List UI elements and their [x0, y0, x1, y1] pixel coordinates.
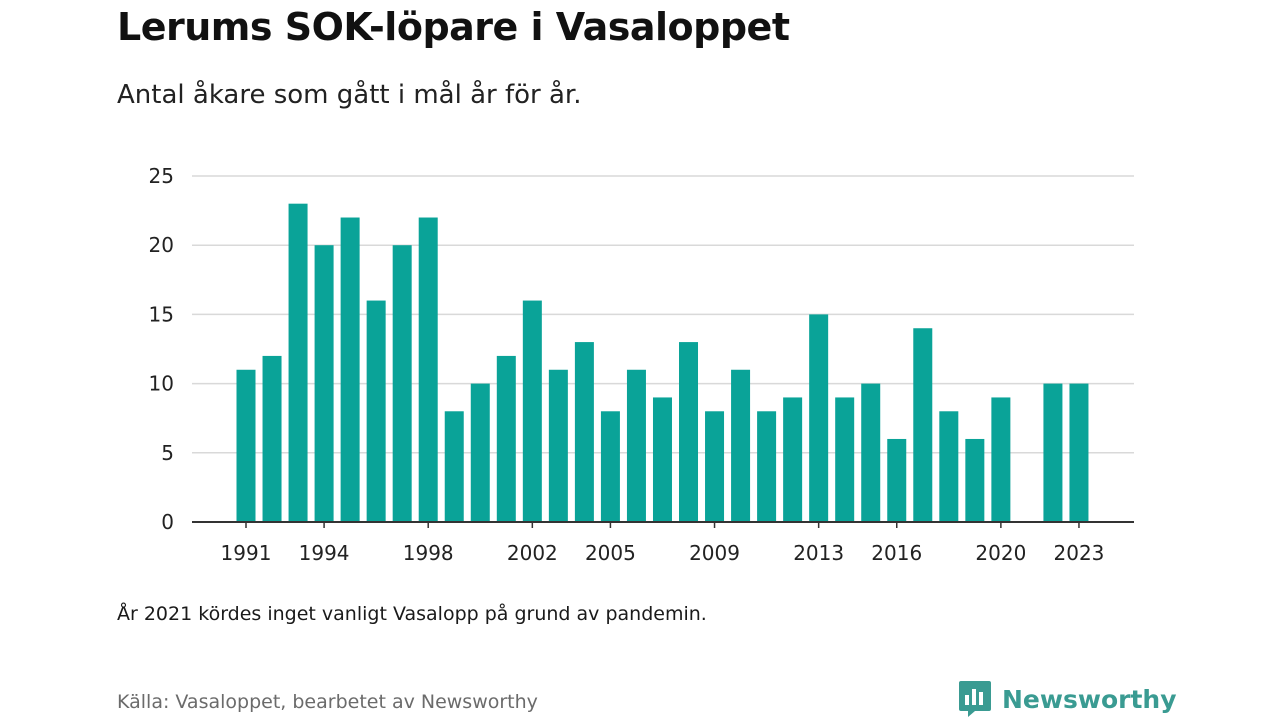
newsworthy-logo: Newsworthy	[958, 680, 1177, 718]
bar-1992	[262, 355, 282, 522]
x-tick-label: 2023	[1054, 541, 1105, 565]
bar-2023	[1069, 383, 1089, 522]
bar-2002	[522, 300, 542, 522]
bar-2022	[1043, 383, 1063, 522]
y-tick-label: 0	[161, 510, 174, 534]
y-tick-label: 20	[149, 233, 174, 257]
bar-1996	[366, 300, 386, 522]
x-tick-label: 2002	[507, 541, 558, 565]
x-tick-label: 1991	[221, 541, 272, 565]
newsworthy-logo-icon	[959, 681, 991, 717]
bar-2017	[913, 328, 933, 522]
bar-2016	[887, 438, 907, 522]
tick-labels: 0 5 10 15 20 25 1991 1994 1998 2002 2005 2009 2013 20…	[149, 164, 1105, 565]
bar-2006	[626, 369, 646, 522]
x-tick-label: 2013	[793, 541, 844, 565]
bar-2019	[965, 438, 985, 522]
bar-2018	[939, 411, 959, 522]
bar-2020	[991, 397, 1011, 522]
bar-2000	[470, 383, 490, 522]
bar-2011	[757, 411, 777, 522]
axes	[192, 521, 1134, 528]
chart-subtitle: Antal åkare som gått i mål år för år.	[117, 80, 582, 110]
bar-2004	[574, 342, 594, 522]
brand-name: Newsworthy	[1002, 684, 1177, 714]
bar-1994	[314, 245, 334, 522]
x-tick-label: 2016	[871, 541, 922, 565]
y-tick-label: 15	[149, 302, 174, 326]
y-tick-label: 5	[161, 441, 174, 465]
y-tick-label: 10	[149, 372, 174, 396]
bar-2001	[496, 355, 516, 522]
bar-2008	[679, 342, 699, 522]
y-tick-label: 25	[149, 164, 174, 188]
bar-1995	[340, 217, 360, 522]
x-tick-label: 2009	[689, 541, 740, 565]
bars	[236, 203, 1089, 522]
bar-2014	[835, 397, 855, 522]
x-tick-label: 2005	[585, 541, 636, 565]
bar-2003	[548, 369, 568, 522]
bar-2015	[861, 383, 881, 522]
bar-2013	[809, 314, 829, 522]
bar-2009	[705, 411, 725, 522]
bar-2012	[783, 397, 803, 522]
x-tick-label: 2020	[975, 541, 1026, 565]
bar-1999	[444, 411, 464, 522]
chart-title: Lerums SOK-löpare i Vasaloppet	[117, 5, 790, 49]
bar-1997	[392, 245, 412, 522]
x-tick-label: 1998	[403, 541, 454, 565]
bar-1993	[288, 203, 308, 522]
bar-2010	[731, 369, 751, 522]
bar-2005	[600, 411, 620, 522]
bar-2007	[652, 397, 672, 522]
x-tick-label: 1994	[299, 541, 350, 565]
bar-1991	[236, 369, 256, 522]
chart-footnote: År 2021 kördes inget vanligt Vasalopp på…	[117, 603, 707, 625]
bar-1998	[418, 217, 438, 522]
source-text: Källa: Vasaloppet, bearbetet av Newswort…	[117, 691, 538, 713]
bar-chart: 0 5 10 15 20 25 1991 1994 1998 2002 2005 2009 2013 20…	[149, 164, 1134, 565]
